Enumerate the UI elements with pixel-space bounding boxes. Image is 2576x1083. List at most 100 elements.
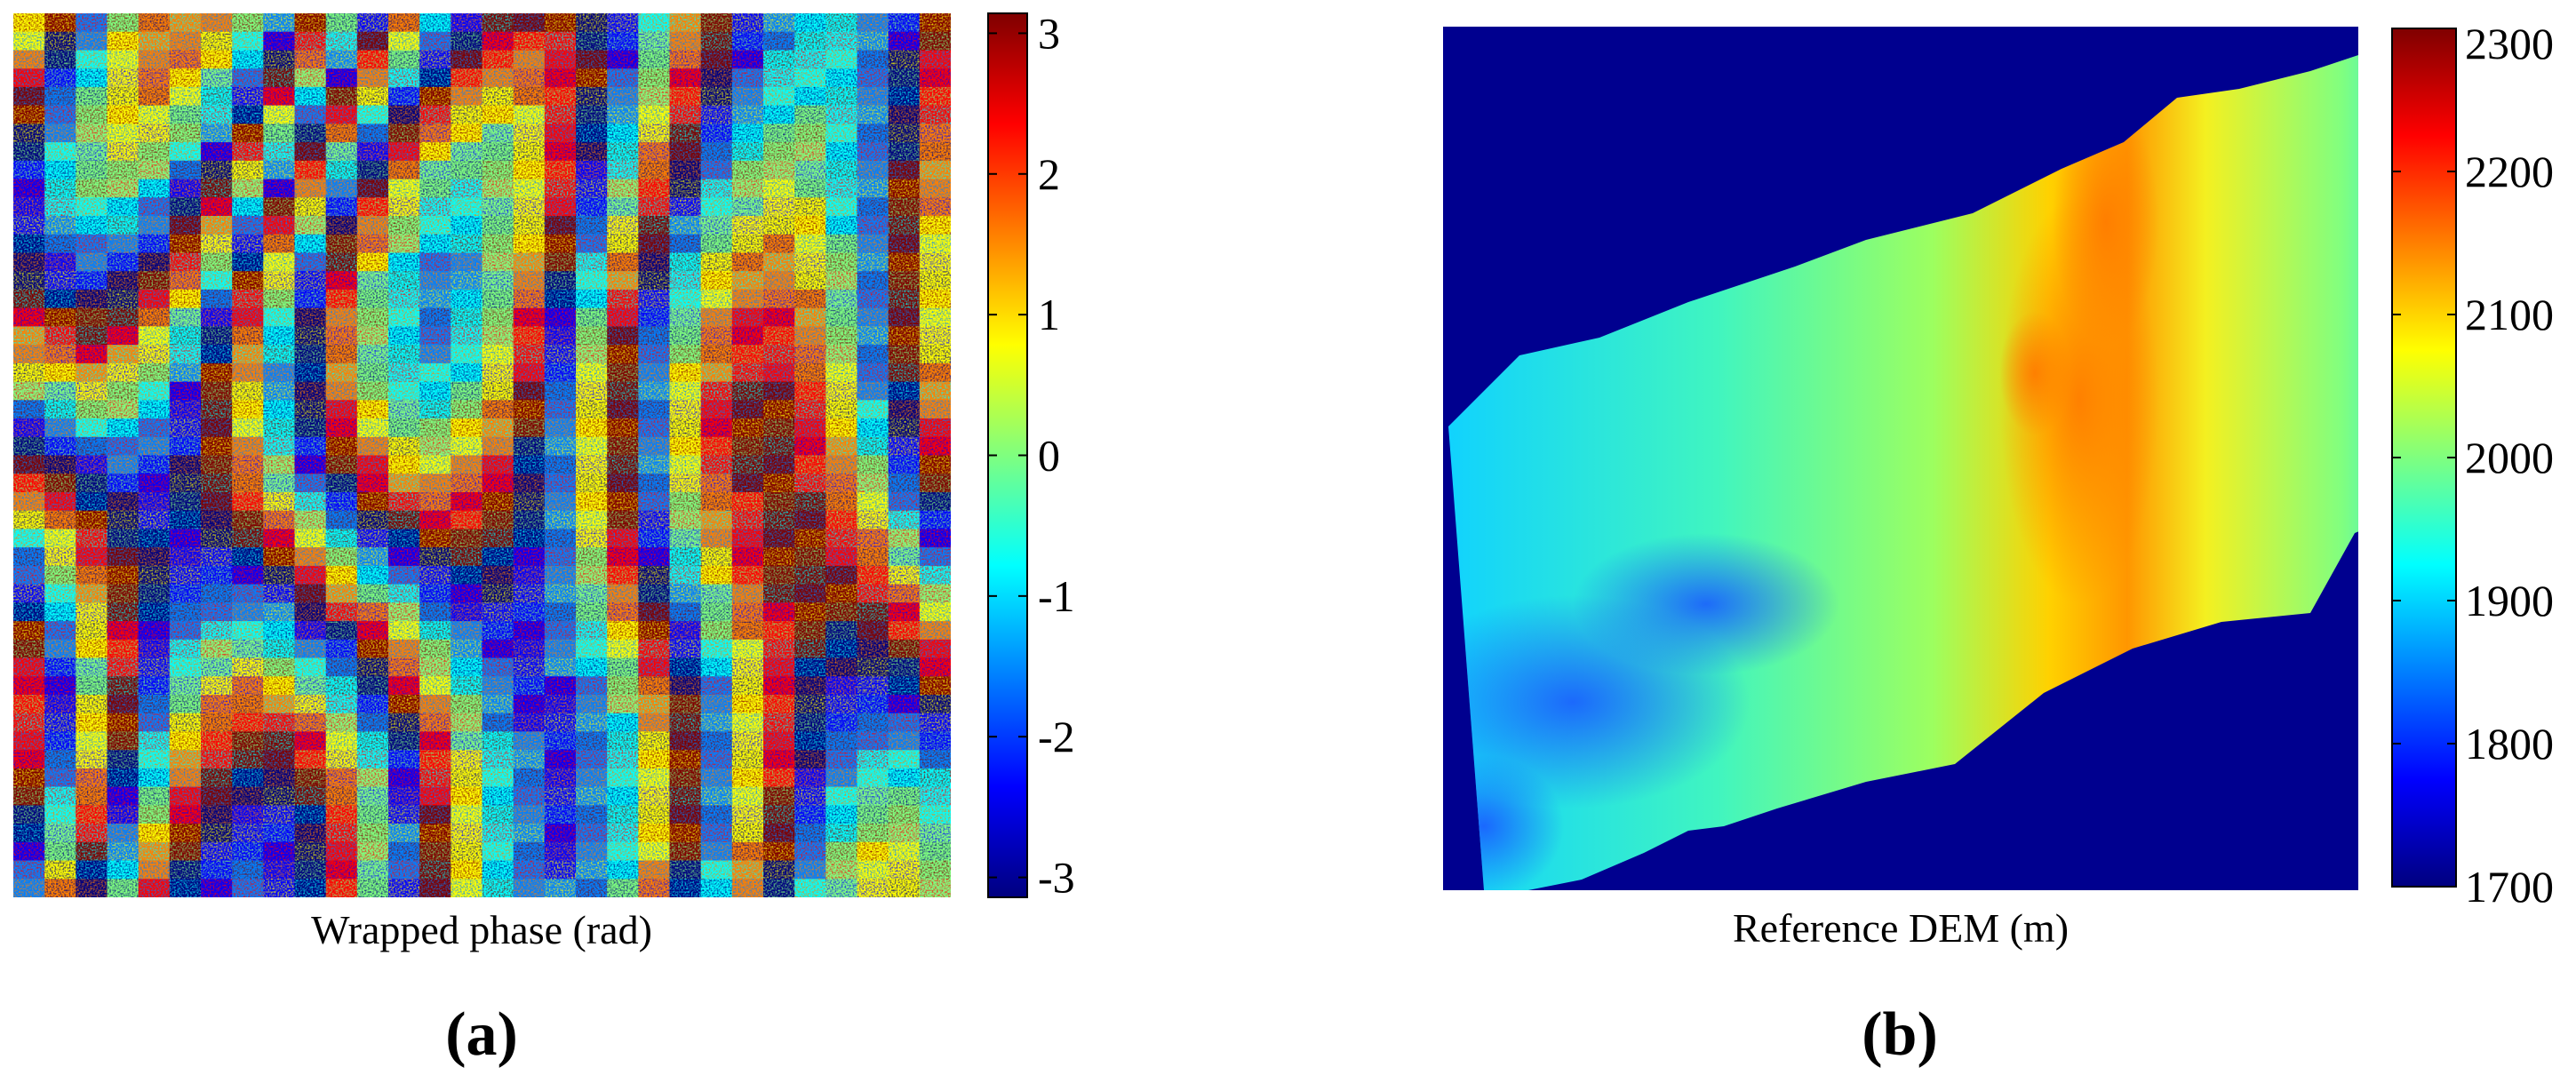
phase-noise-cell bbox=[700, 547, 733, 567]
phase-noise-cell bbox=[356, 142, 389, 162]
phase-noise-cell bbox=[294, 289, 327, 309]
phase-noise-cell bbox=[857, 824, 889, 843]
phase-noise-cell bbox=[107, 750, 140, 769]
phase-noise-cell bbox=[263, 713, 296, 733]
phase-noise-cell bbox=[263, 252, 296, 273]
phase-noise-cell bbox=[107, 289, 140, 309]
phase-noise-cell bbox=[669, 621, 702, 641]
phase-noise-cell bbox=[607, 713, 640, 733]
phase-noise-cell bbox=[419, 418, 452, 438]
phase-noise-cell bbox=[888, 474, 921, 493]
phase-noise-cell bbox=[763, 326, 796, 346]
phase-noise-cell bbox=[888, 50, 921, 70]
phase-noise-cell bbox=[638, 197, 671, 217]
phase-noise-cell bbox=[888, 400, 921, 419]
phase-noise-cell bbox=[44, 713, 77, 733]
phase-noise-cell bbox=[44, 234, 77, 254]
phase-noise-cell bbox=[325, 492, 358, 512]
phase-noise-cell bbox=[638, 786, 671, 807]
phase-noise-cell bbox=[825, 676, 858, 696]
phase-noise-cell bbox=[263, 436, 296, 457]
phase-noise-cell bbox=[857, 731, 889, 752]
phase-noise-cell bbox=[44, 216, 77, 235]
phase-noise-cell bbox=[232, 713, 265, 733]
phase-noise-cell bbox=[76, 768, 108, 788]
phase-noise-cell bbox=[763, 234, 796, 254]
colorbar-tick-label: -2 bbox=[1038, 712, 1075, 761]
phase-noise-cell bbox=[138, 841, 171, 862]
phase-noise-cell bbox=[513, 547, 546, 567]
phase-noise-cell bbox=[888, 234, 921, 254]
phase-noise-cell bbox=[294, 86, 327, 107]
phase-noise-cell bbox=[513, 676, 546, 696]
phase-noise-cell bbox=[232, 13, 265, 33]
phase-noise-cell bbox=[138, 234, 171, 254]
phase-noise-cell bbox=[638, 657, 671, 678]
phase-noise-cell bbox=[700, 510, 733, 530]
phase-noise-cell bbox=[544, 547, 577, 567]
phase-noise-cell bbox=[263, 786, 296, 807]
phase-noise-cell bbox=[76, 510, 108, 530]
phase-noise-cell bbox=[638, 234, 671, 254]
phase-noise-cell bbox=[731, 639, 764, 659]
phase-noise-cell bbox=[419, 768, 452, 788]
phase-noise-cell bbox=[201, 455, 234, 475]
phase-noise-cell bbox=[44, 436, 77, 457]
phase-noise-cell bbox=[669, 510, 702, 530]
phase-noise-cell bbox=[888, 31, 921, 52]
phase-noise-cell bbox=[482, 31, 514, 52]
phase-noise-cell bbox=[825, 602, 858, 622]
phase-noise-cell bbox=[857, 362, 889, 383]
panel-label-a: (a) bbox=[445, 1000, 518, 1069]
phase-noise-cell bbox=[201, 179, 234, 199]
phase-noise-cell bbox=[669, 676, 702, 696]
phase-noise-cell bbox=[263, 271, 296, 291]
phase-noise-cell bbox=[169, 326, 202, 346]
phase-noise-cell bbox=[76, 105, 108, 125]
phase-noise-cell bbox=[638, 474, 671, 493]
phase-noise-cell bbox=[513, 621, 546, 641]
phase-noise-cell bbox=[294, 602, 327, 622]
phase-noise-cell bbox=[13, 68, 46, 88]
phase-noise-cell bbox=[201, 13, 234, 33]
phase-noise-cell bbox=[825, 307, 858, 328]
phase-noise-cell bbox=[263, 805, 296, 825]
phase-noise-cell bbox=[263, 492, 296, 512]
phase-noise-cell bbox=[576, 418, 609, 438]
phase-noise-cell bbox=[44, 768, 77, 788]
phase-noise-cell bbox=[607, 695, 640, 714]
phase-noise-cell bbox=[138, 676, 171, 696]
phase-noise-cell bbox=[857, 455, 889, 475]
phase-noise-cell bbox=[294, 142, 327, 162]
phase-noise-cell bbox=[794, 216, 827, 235]
phase-noise-cell bbox=[700, 362, 733, 383]
phase-noise-cell bbox=[325, 50, 358, 70]
phase-noise-cell bbox=[419, 179, 452, 199]
phase-noise-cell bbox=[451, 879, 483, 897]
phase-noise-cell bbox=[857, 841, 889, 862]
phase-noise-cell bbox=[44, 50, 77, 70]
phase-noise-cell bbox=[138, 418, 171, 438]
phase-noise-cell bbox=[138, 860, 171, 880]
phase-noise-cell bbox=[451, 381, 483, 402]
phase-noise-cell bbox=[888, 418, 921, 438]
phase-noise-cell bbox=[388, 326, 421, 346]
phase-noise-cell bbox=[919, 860, 951, 880]
phase-noise-cell bbox=[419, 547, 452, 567]
phase-noise-cell bbox=[294, 123, 327, 144]
phase-noise-cell bbox=[263, 768, 296, 788]
phase-noise-cell bbox=[919, 142, 951, 162]
phase-noise-cell bbox=[232, 860, 265, 880]
phase-noise-cell bbox=[888, 492, 921, 512]
phase-noise-cell bbox=[700, 474, 733, 493]
phase-noise-cell bbox=[169, 271, 202, 291]
phase-noise-cell bbox=[263, 123, 296, 144]
phase-noise-cell bbox=[201, 860, 234, 880]
phase-noise-cell bbox=[294, 713, 327, 733]
phase-noise-cell bbox=[763, 805, 796, 825]
phase-noise-cell bbox=[576, 400, 609, 419]
phase-noise-cell bbox=[232, 179, 265, 199]
phase-noise-cell bbox=[919, 731, 951, 752]
colorbar-a-ticks: 3 2 1 0 -1 -2 -3 bbox=[988, 8, 1075, 903]
phase-noise-cell bbox=[731, 271, 764, 291]
